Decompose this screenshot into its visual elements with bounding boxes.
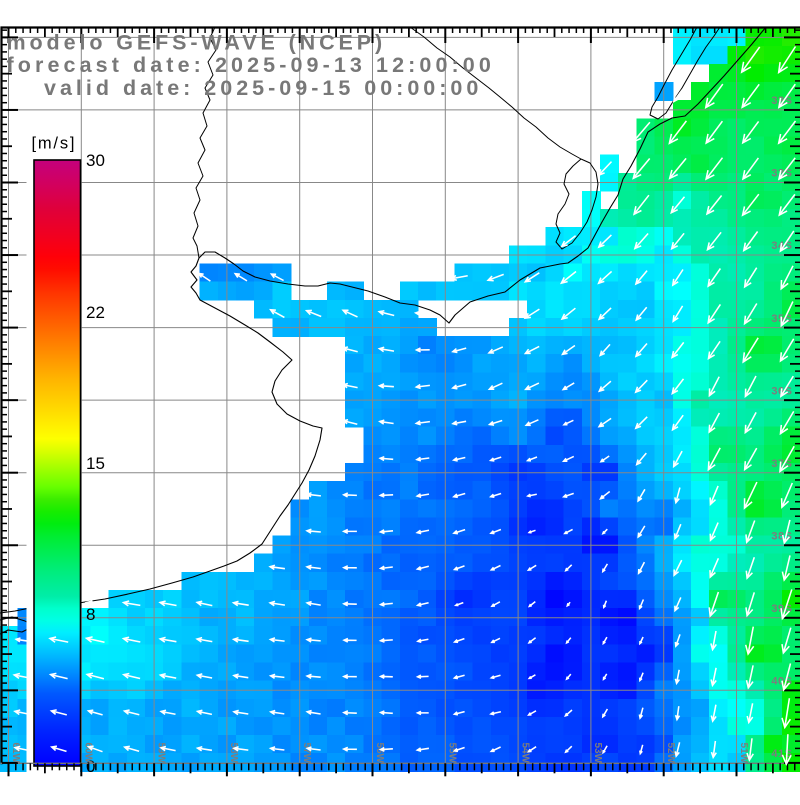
svg-text:8: 8 [86, 605, 95, 624]
svg-text:[m/s]: [m/s] [32, 135, 77, 153]
svg-text:54W: 54W [519, 742, 530, 763]
svg-text:valid date: 2025-09-15 00:00:0: valid date: 2025-09-15 00:00:00 [44, 76, 482, 100]
svg-text:32S: 32S [771, 95, 792, 107]
svg-text:59W: 59W [155, 742, 166, 763]
svg-text:30: 30 [86, 151, 105, 170]
svg-text:57W: 57W [301, 742, 312, 763]
svg-text:15: 15 [86, 454, 105, 473]
svg-text:55W: 55W [447, 742, 458, 763]
svg-text:56W: 56W [374, 742, 385, 763]
svg-text:60W: 60W [83, 742, 94, 763]
svg-text:52W: 52W [665, 742, 676, 763]
svg-text:58W: 58W [228, 742, 239, 763]
svg-text:22: 22 [86, 303, 105, 322]
svg-text:modelo GEFS-WAVE (NCEP): modelo GEFS-WAVE (NCEP) [7, 31, 387, 55]
svg-text:forecast date: 2025-09-13 12:0: forecast date: 2025-09-13 12:00:00 [7, 53, 495, 77]
svg-text:33S: 33S [771, 168, 792, 180]
svg-text:53W: 53W [592, 742, 603, 763]
svg-text:38S: 38S [771, 531, 792, 543]
svg-text:0: 0 [86, 757, 95, 776]
svg-text:61W: 61W [10, 742, 21, 763]
svg-text:51W: 51W [738, 742, 749, 763]
